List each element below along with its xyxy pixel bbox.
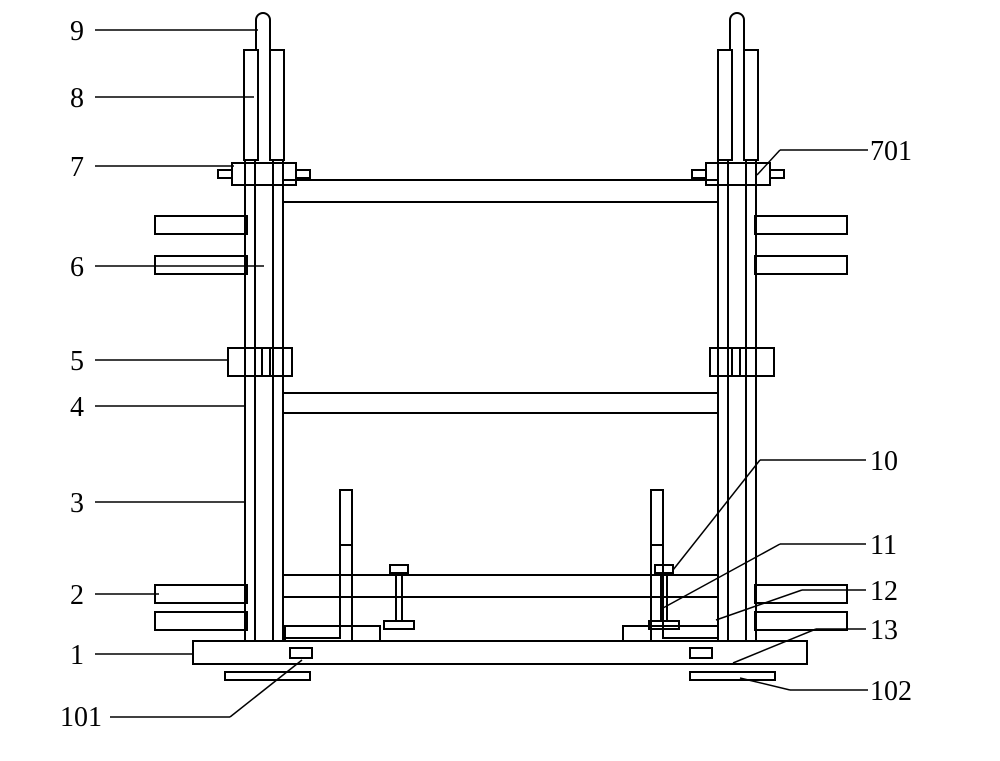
side-bar-upper-right-a xyxy=(755,216,847,234)
side-bar-2-lower-left xyxy=(155,585,247,603)
label-101: 101 xyxy=(60,702,102,734)
label-8: 8 xyxy=(70,83,84,115)
label-7: 7 xyxy=(70,152,84,184)
ext-8-left xyxy=(244,50,258,160)
stub-101-right xyxy=(690,648,712,658)
label-4: 4 xyxy=(70,392,84,424)
stub-101-left xyxy=(290,648,312,658)
pin-701-left-out xyxy=(218,170,232,178)
label-13: 13 xyxy=(870,615,898,647)
label-701: 701 xyxy=(870,136,912,168)
collar-5-left-out xyxy=(228,348,270,376)
side-bar-upper-right-b xyxy=(755,256,847,274)
diagram-canvas xyxy=(0,0,1000,761)
label-12: 12 xyxy=(870,576,898,608)
foot-right xyxy=(690,672,775,680)
ext-8-left-b xyxy=(270,50,284,160)
ext-8-right-b xyxy=(744,50,758,160)
cap-9-right xyxy=(730,13,744,50)
label-1: 1 xyxy=(70,640,84,672)
side-bar-2-lower-right-b xyxy=(755,612,847,630)
collar-7-left xyxy=(232,163,296,185)
collar-5-right-in xyxy=(710,348,740,376)
post-right-inner xyxy=(718,160,728,641)
label-3: 3 xyxy=(70,488,84,520)
collar-5-right-out xyxy=(732,348,774,376)
ext-8-right-a xyxy=(718,50,732,160)
label-6: 6 xyxy=(70,252,84,284)
pin-701-right-in xyxy=(692,170,706,178)
side-bar-2-lower-right xyxy=(755,585,847,603)
label-9: 9 xyxy=(70,16,84,48)
label-102: 102 xyxy=(870,676,912,708)
label-2: 2 xyxy=(70,580,84,612)
pin-701-right-out xyxy=(770,170,784,178)
side-bar-upper-left-b xyxy=(155,256,247,274)
leader-lines xyxy=(95,30,868,717)
collar-7-right xyxy=(706,163,770,185)
foot-left xyxy=(225,672,310,680)
post-left-inner xyxy=(273,160,283,641)
label-5: 5 xyxy=(70,346,84,378)
cap-9-left xyxy=(256,13,270,50)
label-11: 11 xyxy=(870,530,897,562)
collar-5-left-in xyxy=(262,348,292,376)
side-bar-upper-left-a xyxy=(155,216,247,234)
brkt-13-left-tall xyxy=(285,490,352,641)
side-bar-2-lower-left-b xyxy=(155,612,247,630)
label-10: 10 xyxy=(870,446,898,478)
base-bar xyxy=(193,641,807,664)
pin-701-left-in xyxy=(296,170,310,178)
